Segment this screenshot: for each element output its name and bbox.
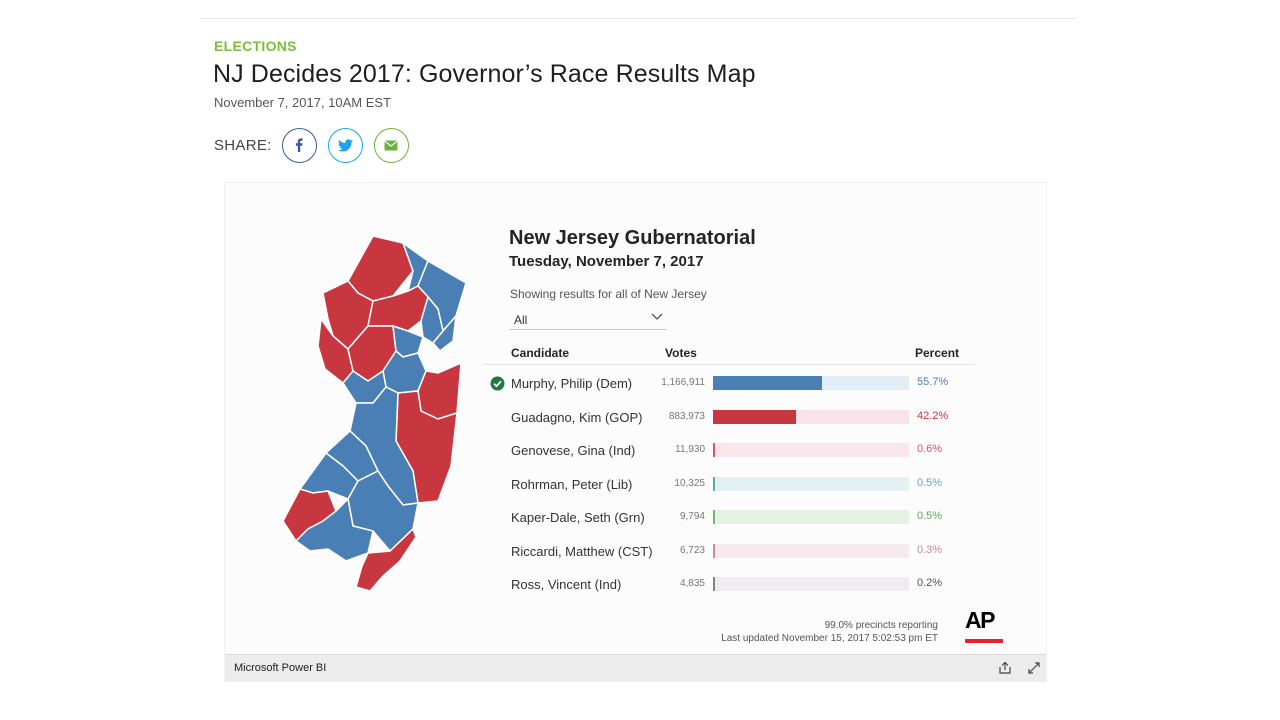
candidate-votes: 10,325	[674, 477, 705, 489]
twitter-icon	[337, 138, 353, 151]
candidate-percent: 0.5%	[917, 510, 943, 522]
filter-label: Showing results for all of New Jersey	[510, 287, 707, 301]
vote-bar-track	[713, 543, 909, 558]
candidate-percent: 0.5%	[917, 476, 943, 489]
fullscreen-icon[interactable]	[1026, 660, 1042, 676]
winner-check-icon	[490, 376, 505, 391]
vote-bar-fill	[713, 376, 822, 390]
candidate-percent: 55.7%	[917, 376, 949, 388]
vote-bar-fill	[713, 510, 715, 524]
column-candidate[interactable]: Candidate	[511, 346, 570, 360]
precincts-reporting: 99.0% precincts reporting	[824, 620, 938, 631]
table-row[interactable]: Ross, Vincent (Ind) 4,835 0.2%	[483, 571, 975, 597]
ap-logo-underline	[965, 639, 1003, 643]
vote-bar-track	[713, 577, 909, 591]
table-row[interactable]: Riccardi, Matthew (CST) 6,723 0.3%	[483, 538, 975, 564]
vote-bar-fill	[713, 577, 715, 591]
twitter-share-button[interactable]	[327, 127, 363, 163]
nj-county-map[interactable]	[278, 231, 478, 596]
county-hudson	[432, 313, 458, 353]
candidate-name: Rohrman, Peter (Lib)	[511, 476, 633, 492]
vote-bar-track	[713, 510, 909, 524]
candidate-percent: 42.2%	[917, 409, 949, 422]
facebook-icon	[296, 138, 303, 152]
publish-date: November 7, 2017, 10AM EST	[214, 95, 392, 110]
candidate-name: Ross, Vincent (Ind)	[511, 577, 622, 592]
email-icon	[384, 140, 398, 150]
chevron-down-icon	[651, 313, 663, 320]
results-table-header: Candidate Votes Percent	[483, 343, 975, 365]
vote-bar-track	[713, 443, 909, 457]
county-cape-may	[355, 527, 417, 592]
power-bi-link[interactable]: Microsoft Power BI	[234, 662, 327, 674]
candidate-name: Genovese, Gina (Ind)	[511, 443, 636, 458]
candidate-percent: 0.6%	[917, 443, 943, 455]
vote-bar-track	[713, 376, 909, 390]
candidate-votes: 9,794	[679, 511, 705, 522]
column-votes[interactable]: Votes	[665, 346, 697, 360]
vote-bar-fill	[713, 476, 715, 491]
vote-bar-track	[713, 409, 909, 424]
share-bar: SHARE:	[214, 127, 420, 163]
power-bi-footer: Microsoft Power BI	[225, 654, 1046, 681]
candidate-votes: 1,166,911	[661, 377, 705, 388]
candidate-votes: 883,973	[668, 410, 705, 422]
vote-bar-fill	[713, 409, 796, 424]
section-kicker[interactable]: ELECTIONS	[214, 38, 297, 54]
candidate-votes: 6,723	[679, 544, 705, 556]
ap-logo: AP	[965, 607, 995, 633]
vote-bar-track	[713, 476, 909, 491]
power-bi-embed: New Jersey Gubernatorial Tuesday, Novemb…	[224, 182, 1047, 682]
dropdown-value: All	[514, 313, 528, 327]
last-updated: Last updated November 15, 2017 5:02:53 p…	[721, 633, 938, 644]
page-title: NJ Decides 2017: Governor’s Race Results…	[213, 60, 756, 88]
email-share-button[interactable]	[373, 127, 409, 163]
viz-subtitle: Tuesday, November 7, 2017	[509, 253, 704, 270]
share-report-icon[interactable]	[997, 660, 1013, 676]
table-row[interactable]: Rohrman, Peter (Lib) 10,325 0.5%	[483, 471, 975, 497]
facebook-share-button[interactable]	[281, 127, 317, 163]
region-dropdown[interactable]: All	[509, 308, 667, 330]
county-cumberland	[294, 497, 374, 562]
candidate-name: Guadagno, Kim (GOP)	[511, 409, 643, 425]
top-divider	[200, 18, 1076, 19]
share-label: SHARE:	[214, 136, 272, 154]
candidate-percent: 0.3%	[917, 543, 943, 556]
candidate-name: Kaper-Dale, Seth (Grn)	[511, 510, 645, 525]
table-row[interactable]: Murphy, Philip (Dem) 1,166,911 55.7%	[483, 370, 975, 396]
candidate-name: Murphy, Philip (Dem)	[511, 376, 633, 391]
candidate-percent: 0.2%	[917, 577, 943, 589]
vote-bar-fill	[713, 543, 715, 558]
table-row[interactable]: Kaper-Dale, Seth (Grn) 9,794 0.5%	[483, 504, 975, 530]
vote-bar-fill	[713, 443, 715, 457]
table-row[interactable]: Guadagno, Kim (GOP) 883,973 42.2%	[483, 404, 975, 430]
candidate-votes: 4,835	[679, 578, 705, 589]
table-row[interactable]: Genovese, Gina (Ind) 11,930 0.6%	[483, 437, 975, 463]
candidate-votes: 11,930	[675, 444, 705, 455]
candidate-name: Riccardi, Matthew (CST)	[511, 543, 653, 559]
column-percent[interactable]: Percent	[915, 346, 960, 360]
viz-title: New Jersey Gubernatorial	[509, 227, 756, 249]
